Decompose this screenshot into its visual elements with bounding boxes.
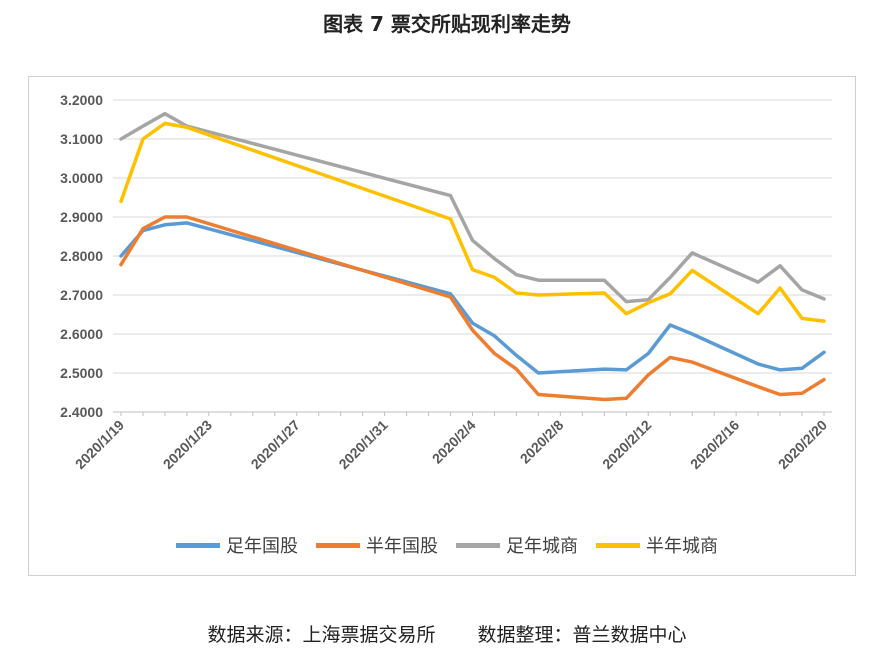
legend-item: 足年城商 bbox=[456, 532, 578, 558]
series-line bbox=[119, 111, 826, 304]
source-processing: 数据整理：普兰数据中心 bbox=[477, 624, 687, 646]
y-tick-label: 2.9000 bbox=[60, 209, 103, 225]
legend-label: 足年国股 bbox=[226, 536, 298, 557]
legend-swatch bbox=[456, 542, 500, 548]
x-tick-label: 2020/2/4 bbox=[429, 417, 479, 467]
legend-swatch bbox=[316, 542, 360, 548]
series-line bbox=[119, 221, 826, 375]
chart-title: 图表 7 票交所贴现利率走势 bbox=[323, 12, 571, 36]
x-tick-label: 2020/2/20 bbox=[775, 417, 831, 473]
y-tick-label: 3.1000 bbox=[60, 131, 103, 147]
x-tick-label: 2020/1/27 bbox=[248, 417, 304, 473]
legend: 足年国股 半年国股 足年城商 半年城商 bbox=[0, 532, 894, 558]
chart-frame: 3.2000 3.1000 3.0000 2.9000 2.8000 2.7000 2.60… bbox=[28, 76, 856, 576]
legend-item: 半年国股 bbox=[316, 532, 438, 558]
legend-swatch bbox=[596, 542, 640, 548]
legend-swatch bbox=[176, 542, 220, 548]
x-tick-label: 2020/2/8 bbox=[517, 417, 567, 467]
y-tick-label: 3.2000 bbox=[60, 92, 103, 108]
y-tick-label: 3.0000 bbox=[60, 170, 103, 186]
source-note: 数据来源：上海票据交易所 数据整理：普兰数据中心 bbox=[0, 620, 894, 647]
source-origin: 数据来源：上海票据交易所 bbox=[207, 624, 436, 646]
x-tick-label: 2020/2/16 bbox=[687, 417, 743, 473]
y-tick-label: 2.4000 bbox=[60, 404, 103, 420]
x-tick-label: 2020/1/23 bbox=[160, 417, 216, 473]
legend-item: 足年国股 bbox=[176, 532, 298, 558]
series-line bbox=[119, 121, 826, 323]
line-chart: 3.2000 3.1000 3.0000 2.9000 2.8000 2.7000 2.60… bbox=[60, 92, 832, 473]
y-tick-label: 2.6000 bbox=[60, 326, 103, 342]
legend-label: 半年国股 bbox=[366, 536, 438, 557]
legend-item: 半年城商 bbox=[596, 532, 718, 558]
series-line bbox=[119, 215, 826, 402]
legend-label: 半年城商 bbox=[646, 536, 718, 557]
y-tick-label: 2.7000 bbox=[60, 287, 103, 303]
x-tick-label: 2020/2/12 bbox=[599, 417, 655, 473]
legend-label: 足年城商 bbox=[506, 536, 578, 557]
y-tick-label: 2.8000 bbox=[60, 248, 103, 264]
x-tick-label: 2020/1/31 bbox=[335, 417, 391, 473]
x-tick-label: 2020/1/19 bbox=[72, 417, 128, 473]
y-tick-label: 2.5000 bbox=[60, 365, 103, 381]
